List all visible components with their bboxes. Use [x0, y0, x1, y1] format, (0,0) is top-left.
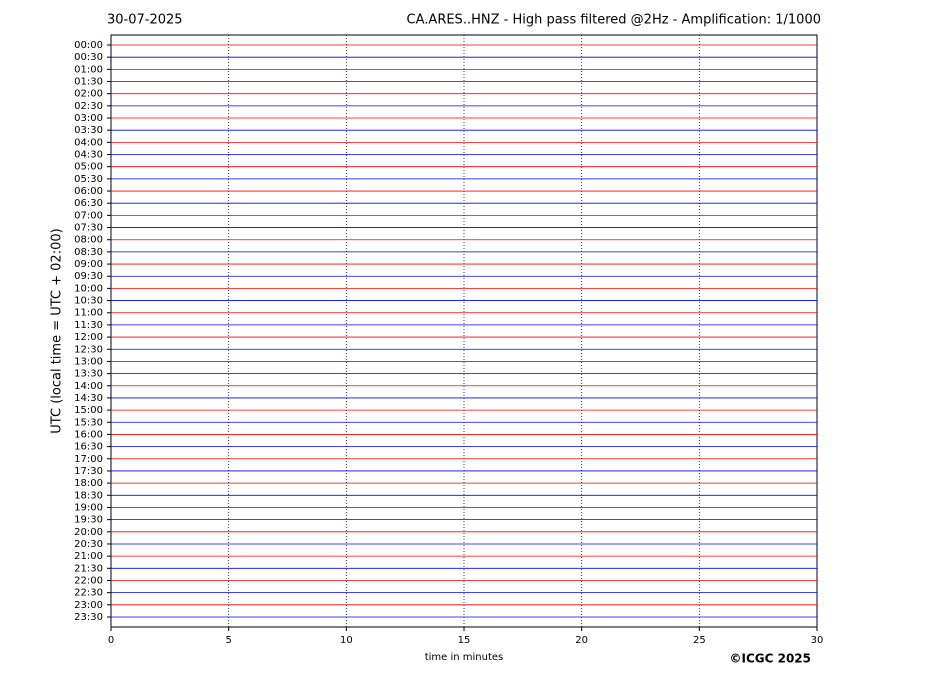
y-tick-label: 15:00	[74, 405, 103, 416]
y-tick-label: 17:30	[74, 466, 103, 477]
x-tick-label: 30	[811, 635, 824, 646]
y-tick-label: 20:00	[74, 527, 103, 538]
y-tick-label: 13:00	[74, 356, 103, 367]
x-tick-label: 25	[693, 635, 706, 646]
y-tick-label: 14:00	[74, 381, 103, 392]
x-tick-label: 10	[340, 635, 353, 646]
y-tick-label: 18:30	[74, 490, 103, 501]
y-tick-label: 06:00	[74, 186, 103, 197]
y-tick-label: 09:00	[74, 259, 103, 270]
y-tick-label: 11:00	[74, 308, 103, 319]
y-tick-label: 00:30	[74, 52, 103, 63]
y-tick-label: 21:30	[74, 563, 103, 574]
y-tick-label: 07:00	[74, 210, 103, 221]
y-tick-label: 18:00	[74, 478, 103, 489]
chart-date: 30-07-2025	[107, 13, 183, 28]
y-tick-label: 02:30	[74, 101, 103, 112]
y-tick-label: 22:00	[74, 575, 103, 586]
x-tick-label: 0	[108, 635, 114, 646]
y-tick-label: 08:30	[74, 247, 103, 258]
chart-title: CA.ARES..HNZ - High pass filtered @2Hz -…	[407, 13, 821, 28]
y-tick-label: 02:00	[74, 89, 103, 100]
y-axis-label: UTC (local time = UTC + 02:00)	[50, 228, 65, 433]
y-tick-label: 16:30	[74, 442, 103, 453]
y-tick-label: 12:30	[74, 344, 103, 355]
y-tick-label: 16:00	[74, 429, 103, 440]
y-tick-label: 01:00	[74, 64, 103, 75]
y-tick-label: 04:00	[74, 137, 103, 148]
plot-frame	[110, 34, 818, 628]
y-tick-label: 08:00	[74, 235, 103, 246]
y-tick-label: 05:30	[74, 174, 103, 185]
y-tick-label: 07:30	[74, 223, 103, 234]
y-tick-label: 03:00	[74, 113, 103, 124]
y-tick-label: 11:30	[74, 320, 103, 331]
y-tick-label: 06:30	[74, 198, 103, 209]
y-tick-label: 14:30	[74, 393, 103, 404]
credit: ©ICGC 2025	[729, 652, 811, 666]
x-tick-label: 20	[575, 635, 588, 646]
y-tick-label: 09:30	[74, 271, 103, 282]
y-tick-label: 20:30	[74, 539, 103, 550]
y-tick-label: 05:00	[74, 162, 103, 173]
y-tick-label: 12:00	[74, 332, 103, 343]
y-tick-label: 23:30	[74, 612, 103, 623]
y-tick-label: 21:00	[74, 551, 103, 562]
y-tick-label: 00:00	[74, 40, 103, 51]
y-tick-label: 22:30	[74, 588, 103, 599]
y-tick-label: 10:30	[74, 296, 103, 307]
y-tick-label: 19:30	[74, 515, 103, 526]
y-tick-label: 17:00	[74, 454, 103, 465]
y-tick-label: 19:00	[74, 502, 103, 513]
y-tick-label: 23:00	[74, 600, 103, 611]
y-tick-label: 15:30	[74, 417, 103, 428]
y-tick-label: 04:30	[74, 150, 103, 161]
y-tick-label: 03:30	[74, 125, 103, 136]
y-tick-label: 13:30	[74, 369, 103, 380]
x-tick-label: 15	[458, 635, 471, 646]
y-tick-label: 01:30	[74, 77, 103, 88]
x-axis-label: time in minutes	[425, 652, 504, 663]
x-tick-label: 5	[225, 635, 231, 646]
y-tick-label: 10:00	[74, 283, 103, 294]
